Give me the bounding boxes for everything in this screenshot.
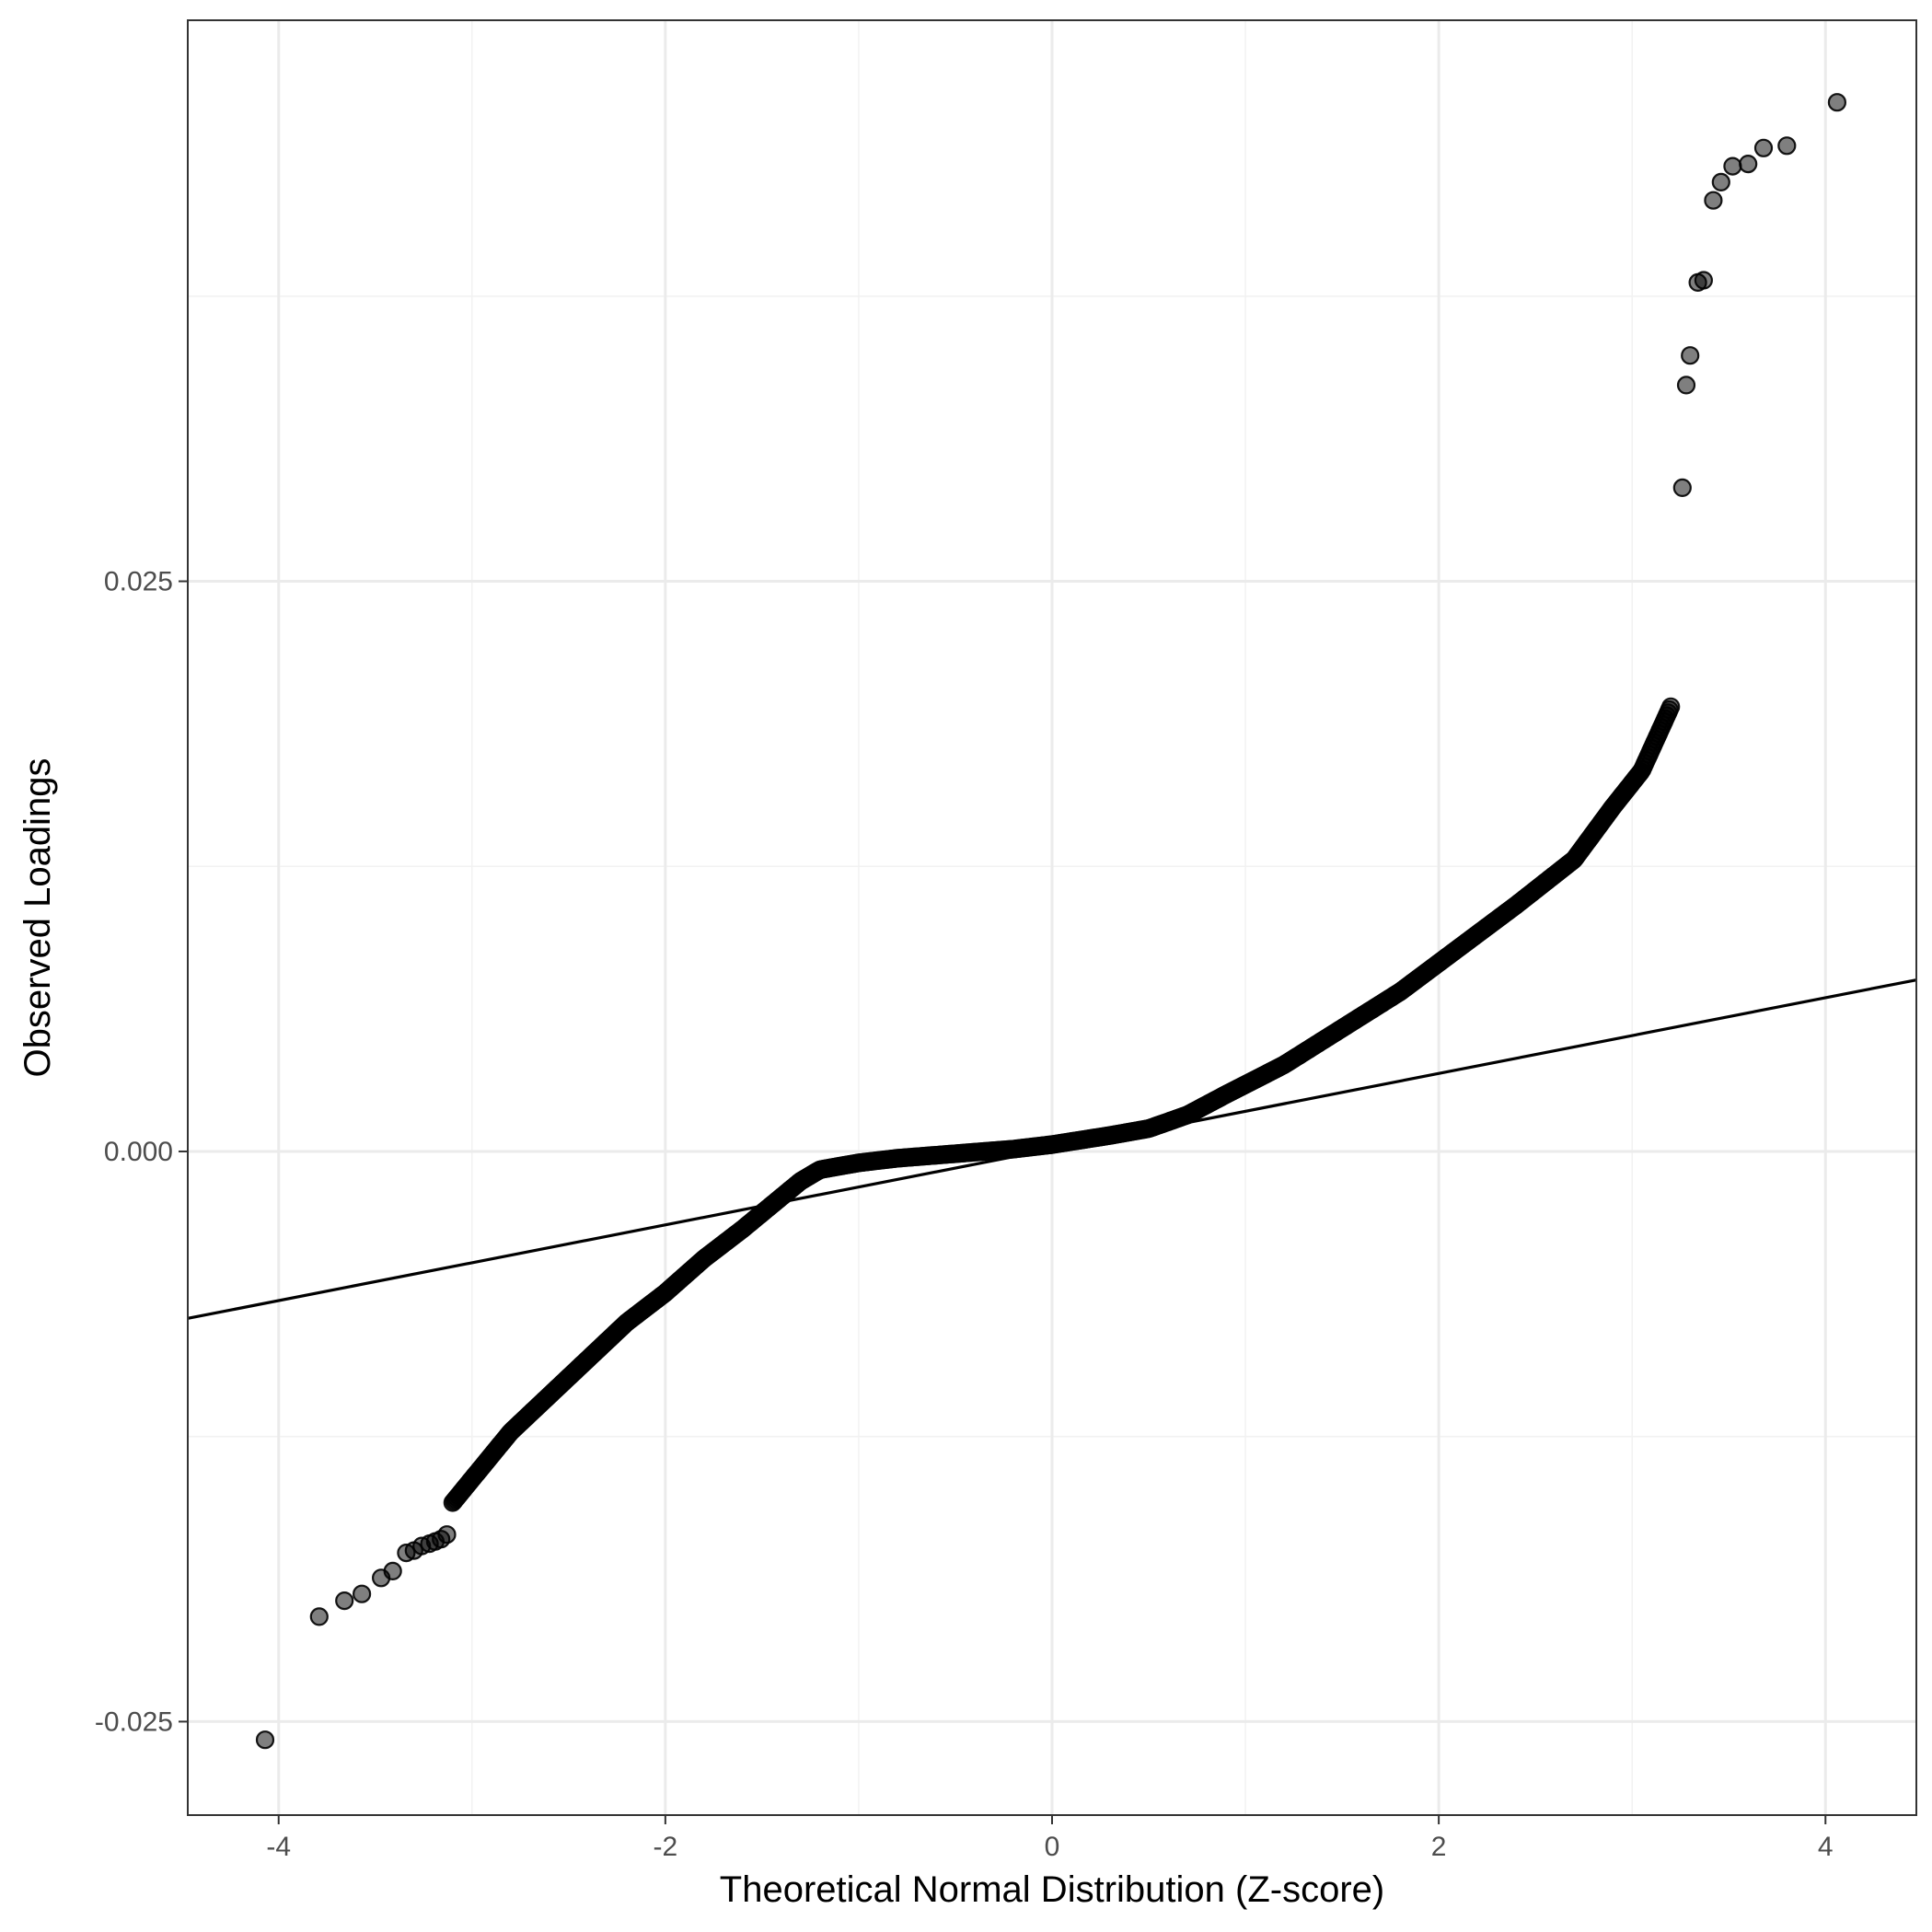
data-point <box>1711 172 1730 191</box>
x-tick-label: 4 <box>1818 1832 1834 1862</box>
y-tick-label: 0.025 <box>104 567 173 597</box>
y-axis-ticks: -0.025 0.000 0.025 <box>95 567 188 1737</box>
y-tick-label: 0.000 <box>104 1137 173 1167</box>
x-axis-title: Theoretical Normal Distribution (Z-score… <box>720 1869 1384 1910</box>
x-tick-label: 2 <box>1431 1832 1447 1862</box>
data-point <box>1704 191 1723 210</box>
data-point <box>1661 697 1681 716</box>
data-point <box>383 1561 402 1581</box>
y-axis-title: Observed Loadings <box>17 758 58 1078</box>
data-point <box>1694 271 1714 290</box>
reference-line <box>187 978 1917 1320</box>
data-point <box>255 1730 275 1750</box>
data-point <box>1723 156 1742 176</box>
x-axis-ticks: -4 -2 0 2 4 <box>266 1815 1834 1862</box>
data-point <box>1827 93 1847 112</box>
data-point <box>1739 155 1758 174</box>
data-point <box>1753 138 1774 157</box>
data-point <box>1676 376 1696 395</box>
data-point <box>1672 478 1692 498</box>
x-tick-label: 0 <box>1045 1832 1060 1862</box>
x-tick-label: -4 <box>266 1832 291 1862</box>
data-point <box>1681 346 1700 365</box>
data-point <box>335 1591 354 1611</box>
data-point <box>353 1584 372 1603</box>
y-tick-label: -0.025 <box>95 1706 173 1737</box>
data-point <box>437 1525 457 1544</box>
data-point <box>309 1607 329 1626</box>
data-point <box>1777 136 1797 156</box>
x-tick-label: -2 <box>654 1832 678 1862</box>
